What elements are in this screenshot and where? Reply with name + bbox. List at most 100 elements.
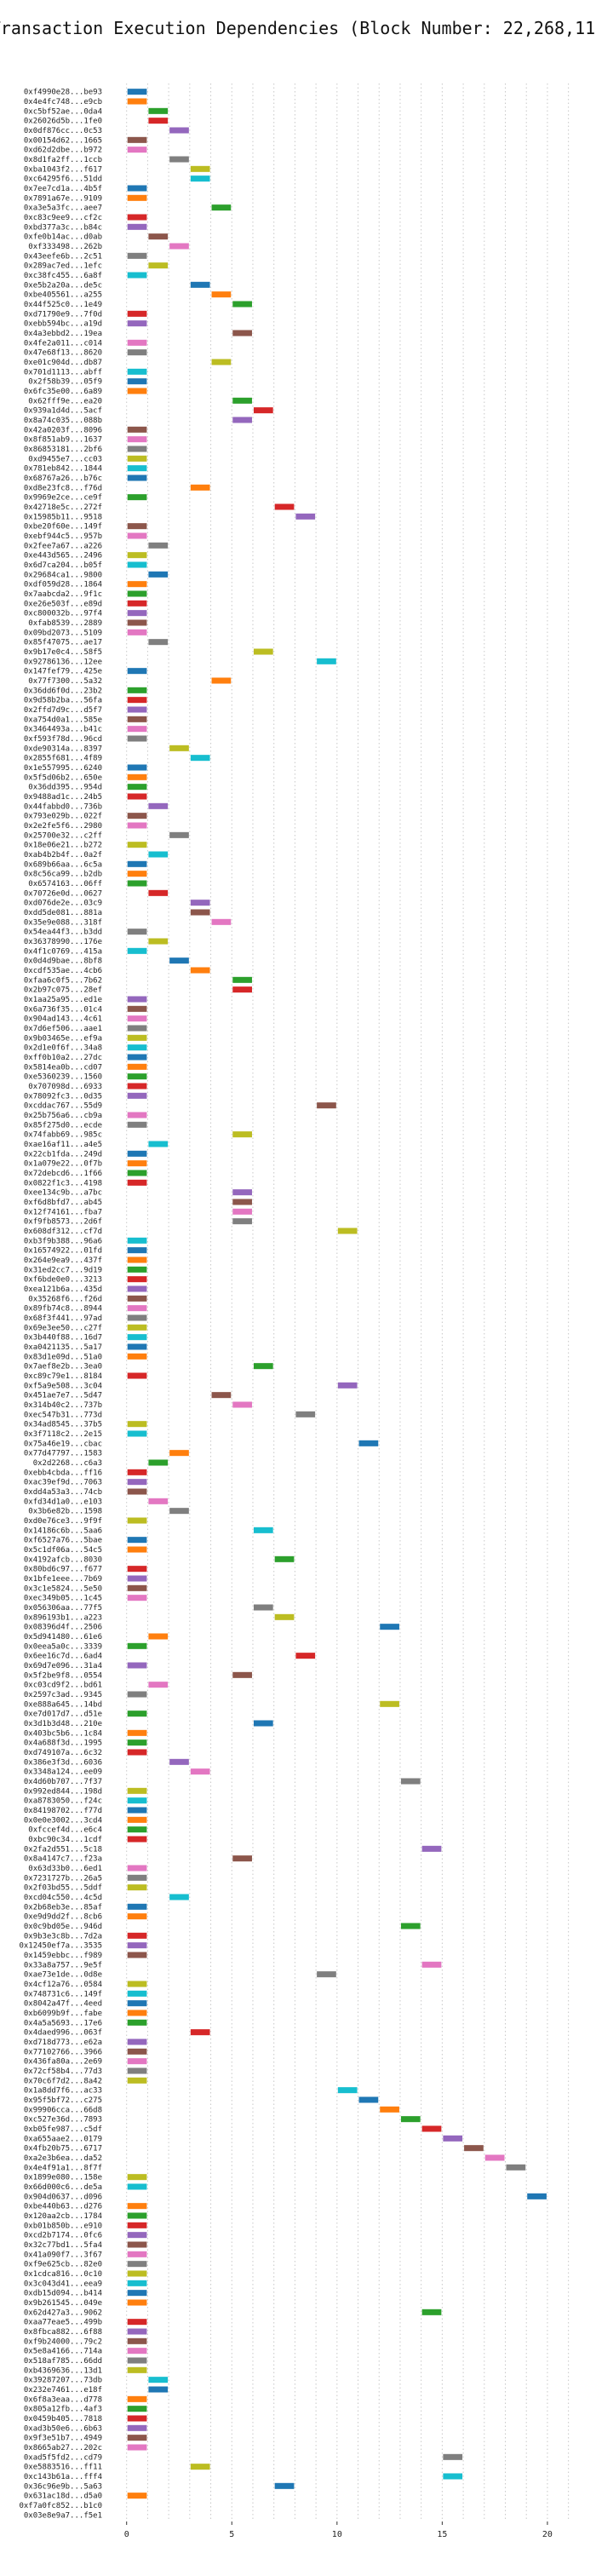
tx-bar [127,1990,147,1997]
tx-bar [127,1092,147,1099]
tx-bar [169,156,189,163]
tx-bar [127,793,147,800]
tx-bar [127,2290,147,2297]
tx-bar [127,426,147,433]
tx-label: 0xc64295f6...51dd [24,175,102,184]
tx-label: 0xaa77eae5...499b [24,2319,102,2327]
tx-label: 0x6a736f35...01c4 [24,1005,102,1014]
tx-label: 0x436fa80a...2e69 [24,2058,102,2067]
tx-bar [358,2096,379,2103]
tx-label: 0xe443d565...2496 [24,552,102,561]
tx-label: 0x12f74161...fba7 [24,1208,102,1216]
tx-bar [127,1807,147,1814]
tx-bar [127,716,147,722]
tx-label: 0x85f275d0...ecde [24,1121,102,1130]
tx-bar [190,909,210,916]
tx-bar [190,900,210,906]
tx-label: 0x8c56ca99...b2db [24,871,102,879]
tx-bar [380,1624,399,1630]
tx-bar [127,523,147,530]
tx-bar [127,1537,147,1544]
tx-label: 0x3d1b3d48...210e [24,1720,102,1728]
tx-label: 0xea121b6a...435d [24,1285,102,1294]
tx-bar [127,1836,147,1843]
tx-label: 0x9f3e51b7...4949 [24,2435,102,2443]
tx-label: 0xa3e5a3fc...aee7 [24,204,102,213]
tx-label: 0xc89c79e1...8184 [24,1372,102,1381]
tx-label: 0xd718d773...e62a [24,2038,102,2047]
tx-label: 0x68767a26...b76c [24,474,102,483]
tx-bar [337,1382,358,1389]
tx-bar [127,1179,147,1186]
tx-label: 0x16574922...01fd [24,1247,102,1256]
x-tick-label: 20 [542,2530,553,2539]
tx-label: 0x78092fc3...0d35 [24,1092,102,1101]
tx-bar [127,1711,147,1717]
tx-bar [127,2048,147,2055]
tx-bar [232,1131,252,1138]
tx-label: 0xd62d2dbe...b972 [24,147,102,155]
tx-label: 0x992ed844...198d [24,1787,102,1796]
tx-bar [127,1952,147,1958]
tx-label: 0x518af785...66dd [24,2357,102,2366]
tx-label: 0x54ea44f3...b3dd [24,929,102,937]
transaction-rows: 0xf4990e28...be930x4e4fc748...e9cb0xc5bf… [19,89,547,2520]
tx-bar [211,918,232,925]
tx-bar [127,1054,147,1061]
tx-bar [127,842,147,848]
tx-bar [127,2077,147,2084]
tx-bar [317,1971,336,1978]
tx-bar [127,2415,147,2422]
tx-bar [127,147,147,153]
tx-bar [127,629,147,635]
tx-bar [127,1739,147,1746]
tx-label: 0x793e029b...022f [24,813,102,821]
tx-label: 0x403bc5b6...1c84 [24,1729,102,1738]
tx-label: 0x41a090f7...3f67 [24,2251,102,2259]
tx-bar [232,1401,252,1408]
tx-bar [169,1758,189,1765]
tx-label: 0x2f03bd55...5ddf [24,1884,102,1893]
tx-bar [127,1314,147,1321]
tx-bar [506,2164,526,2171]
tx-bar [148,1141,169,1147]
tx-bar [127,214,147,221]
tx-bar [127,1826,147,1833]
tx-bar [127,320,147,327]
tx-bar [127,1546,147,1553]
tx-label: 0x44f525c0...1e49 [24,301,102,309]
tx-bar [127,1305,147,1312]
tx-bar [127,610,147,617]
tx-bar [127,561,147,568]
tx-label: 0xbe440b63...d276 [24,2203,102,2211]
tx-bar [127,1247,147,1254]
tx-label: 0x805a12fb...4af3 [24,2406,102,2414]
tx-bar [148,2377,169,2383]
tx-label: 0x701d1113...abff [24,368,102,377]
tx-bar [190,484,210,491]
tx-label: 0xd0e76ce3...9f9f [24,1517,102,1526]
tx-bar [127,784,147,791]
tx-bar [317,1102,336,1109]
tx-label: 0x0eea5a0c...3339 [24,1642,102,1651]
tx-label: 0x89fb74c8...8944 [24,1305,102,1314]
tx-label: 0x5e8a4166...714a [24,2348,102,2356]
tx-label: 0x2fee7a67...a226 [24,542,102,550]
tx-label: 0x83d1e09d...51a0 [24,1353,102,1361]
tx-label: 0x631ac18d...d5a0 [24,2493,102,2501]
tx-bar [127,2328,147,2335]
tx-label: 0x4fe2a011...c014 [24,339,102,348]
tx-label: 0xd076de2e...03c9 [24,900,102,908]
tx-bar [127,98,147,105]
tx-label: 0xf9fb8573...2d6f [24,1218,102,1227]
tx-label: 0x18e06e21...b272 [24,842,102,850]
tx-bar [127,929,147,935]
tx-bar [127,2366,147,2373]
tx-bar [274,1555,295,1562]
tx-bar [148,802,169,809]
tx-bar [127,1256,147,1263]
tx-label: 0x6ee16c7d...6ad4 [24,1653,102,1661]
x-axis: 0 5 10 15 20 [124,2521,553,2539]
tx-bar [127,735,147,742]
tx-bar [190,1768,210,1775]
